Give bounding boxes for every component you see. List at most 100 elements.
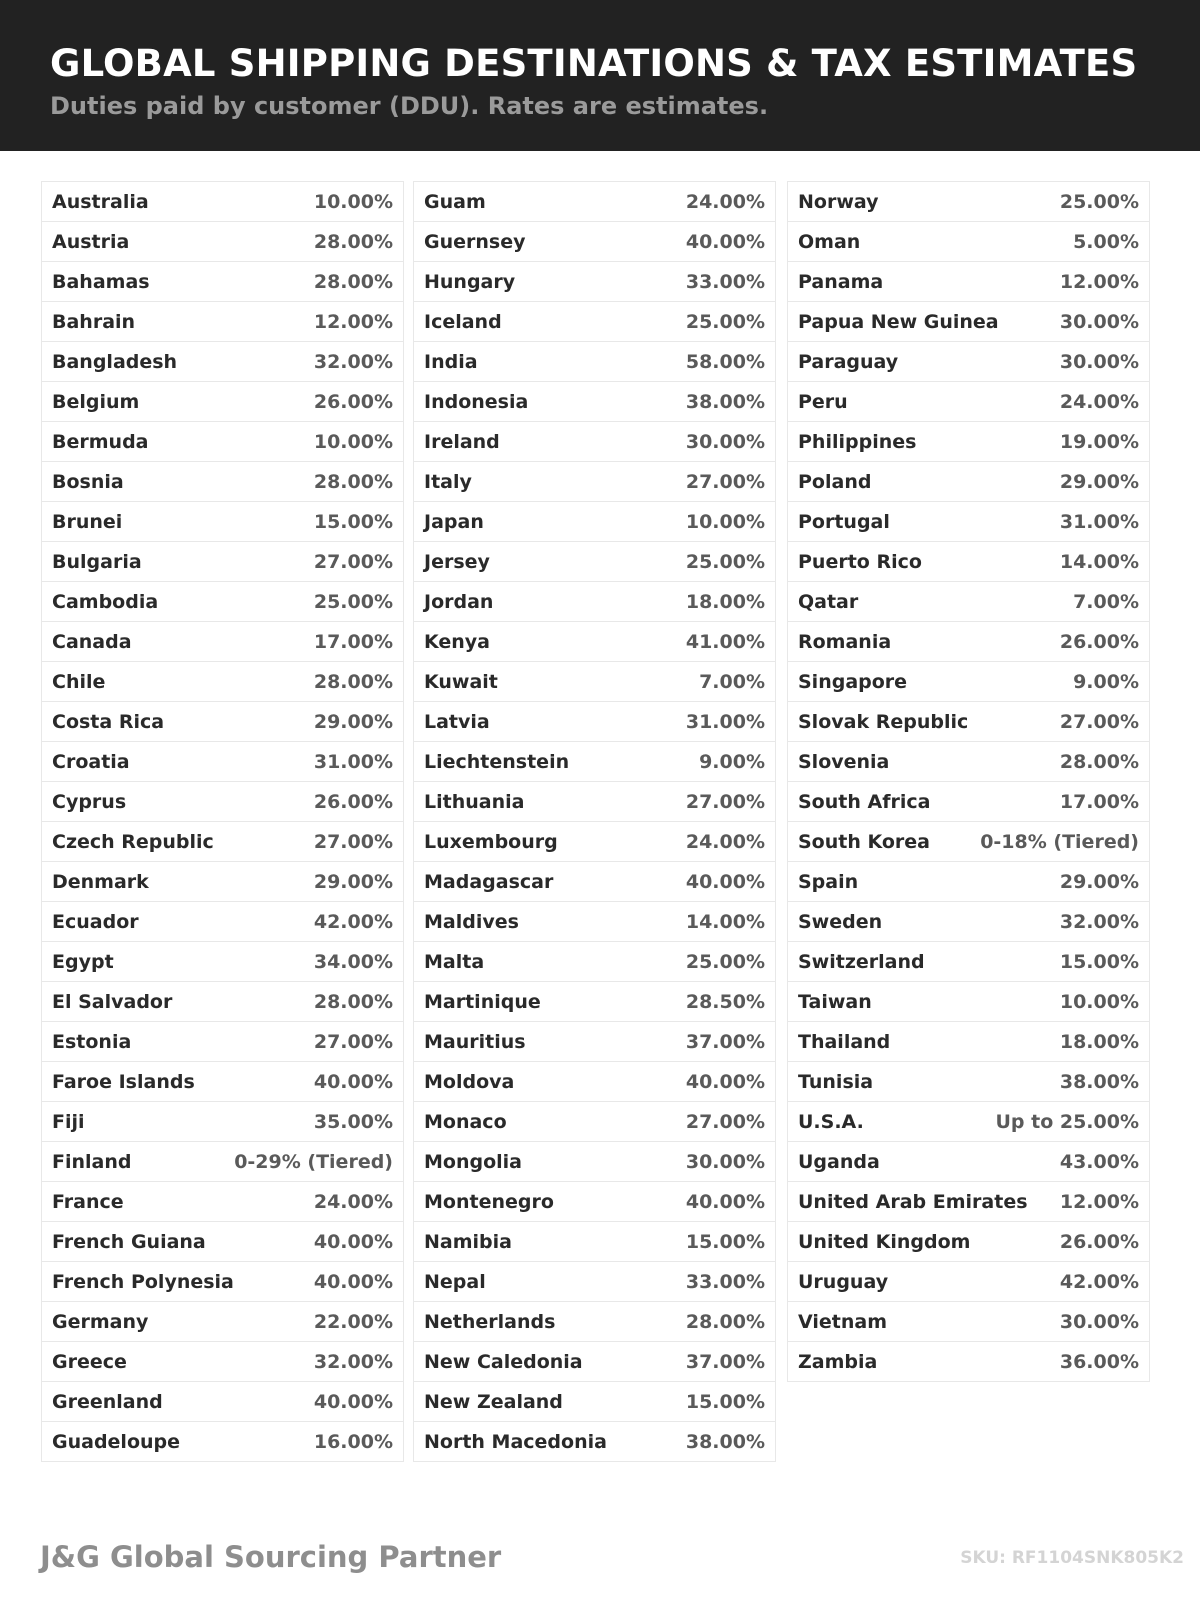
- rates-column-1: Australia 10.00% Austria 28.00% Bahamas 28.00…: [41, 181, 404, 1462]
- tax-rate: 24.00%: [685, 190, 765, 213]
- country-name: Thailand: [798, 1030, 891, 1053]
- country-name: Denmark: [52, 870, 149, 893]
- country-name: Philippines: [798, 430, 917, 453]
- table-row: Cambodia 25.00%: [42, 582, 403, 622]
- table-row: United Kingdom 26.00%: [788, 1222, 1149, 1262]
- tax-rate: 10.00%: [313, 190, 393, 213]
- table-row: Norway 25.00%: [788, 182, 1149, 222]
- country-name: Fiji: [52, 1110, 85, 1133]
- tax-rate: 24.00%: [313, 1190, 393, 1213]
- tax-rate: 27.00%: [313, 830, 393, 853]
- tax-rate: 30.00%: [685, 1150, 765, 1173]
- table-row: Mongolia 30.00%: [414, 1142, 775, 1182]
- table-row: Italy 27.00%: [414, 462, 775, 502]
- table-row: Oman 5.00%: [788, 222, 1149, 262]
- country-name: Sweden: [798, 910, 883, 933]
- tax-rate: 14.00%: [1059, 550, 1139, 573]
- tax-rate: 28.00%: [313, 990, 393, 1013]
- table-row: Qatar 7.00%: [788, 582, 1149, 622]
- country-name: United Arab Emirates: [798, 1190, 1028, 1213]
- country-name: Poland: [798, 470, 872, 493]
- table-row: Germany 22.00%: [42, 1302, 403, 1342]
- country-name: Vietnam: [798, 1310, 887, 1333]
- table-row: Paraguay 30.00%: [788, 342, 1149, 382]
- tax-rate: 24.00%: [685, 830, 765, 853]
- table-row: Poland 29.00%: [788, 462, 1149, 502]
- header-banner: GLOBAL SHIPPING DESTINATIONS & TAX ESTIM…: [0, 0, 1200, 151]
- table-row: U.S.A. Up to 25.00%: [788, 1102, 1149, 1142]
- table-row: Uruguay 42.00%: [788, 1262, 1149, 1302]
- table-row: India 58.00%: [414, 342, 775, 382]
- tax-rate: 40.00%: [313, 1270, 393, 1293]
- tax-rate: 25.00%: [685, 550, 765, 573]
- tax-rate: 17.00%: [1059, 790, 1139, 813]
- country-name: Finland: [52, 1150, 132, 1173]
- country-name: Qatar: [798, 590, 859, 613]
- table-row: Czech Republic 27.00%: [42, 822, 403, 862]
- country-name: Spain: [798, 870, 859, 893]
- country-name: Chile: [52, 670, 106, 693]
- country-name: French Guiana: [52, 1230, 206, 1253]
- tax-rate: 28.50%: [685, 990, 765, 1013]
- table-row: Thailand 18.00%: [788, 1022, 1149, 1062]
- table-row: Indonesia 38.00%: [414, 382, 775, 422]
- table-row: South Korea 0-18% (Tiered): [788, 822, 1149, 862]
- country-name: Bermuda: [52, 430, 149, 453]
- country-name: Portugal: [798, 510, 890, 533]
- country-name: United Kingdom: [798, 1230, 971, 1253]
- country-name: Kenya: [424, 630, 491, 653]
- tax-rate: 7.00%: [699, 670, 765, 693]
- country-name: Martinique: [424, 990, 541, 1013]
- country-name: Costa Rica: [52, 710, 165, 733]
- table-row: Peru 24.00%: [788, 382, 1149, 422]
- tax-rate: 40.00%: [685, 1190, 765, 1213]
- country-name: Guam: [424, 190, 486, 213]
- country-name: Lithuania: [424, 790, 525, 813]
- tax-rate: 9.00%: [1073, 670, 1139, 693]
- tax-rate: 7.00%: [1073, 590, 1139, 613]
- table-row: Nepal 33.00%: [414, 1262, 775, 1302]
- tax-rate: 41.00%: [685, 630, 765, 653]
- tax-rate: 9.00%: [699, 750, 765, 773]
- tax-rate: 26.00%: [1059, 630, 1139, 653]
- tax-rate: 40.00%: [313, 1390, 393, 1413]
- tax-rate: 26.00%: [1059, 1230, 1139, 1253]
- tax-rate: 26.00%: [313, 390, 393, 413]
- table-row: Tunisia 38.00%: [788, 1062, 1149, 1102]
- country-name: Netherlands: [424, 1310, 556, 1333]
- tax-rate: 22.00%: [313, 1310, 393, 1333]
- country-name: Kuwait: [424, 670, 498, 693]
- country-name: Oman: [798, 230, 861, 253]
- country-name: French Polynesia: [52, 1270, 234, 1293]
- tax-rate: 15.00%: [685, 1390, 765, 1413]
- table-row: Maldives 14.00%: [414, 902, 775, 942]
- table-row: Latvia 31.00%: [414, 702, 775, 742]
- country-name: Guernsey: [424, 230, 526, 253]
- tax-rate: 38.00%: [1059, 1070, 1139, 1093]
- tax-rate: 58.00%: [685, 350, 765, 373]
- country-name: New Zealand: [424, 1390, 563, 1413]
- country-name: Panama: [798, 270, 884, 293]
- country-name: Slovak Republic: [798, 710, 969, 733]
- tax-rate: 37.00%: [685, 1030, 765, 1053]
- tax-rate: 29.00%: [313, 870, 393, 893]
- table-row: Uganda 43.00%: [788, 1142, 1149, 1182]
- table-row: Bulgaria 27.00%: [42, 542, 403, 582]
- country-name: Latvia: [424, 710, 490, 733]
- tax-rate: 32.00%: [1059, 910, 1139, 933]
- tax-rate: 40.00%: [685, 230, 765, 253]
- country-name: India: [424, 350, 478, 373]
- country-name: Malta: [424, 950, 485, 973]
- table-row: Madagascar 40.00%: [414, 862, 775, 902]
- tax-rate: 25.00%: [685, 950, 765, 973]
- country-name: Egypt: [52, 950, 114, 973]
- table-row: Liechtenstein 9.00%: [414, 742, 775, 782]
- table-row: Mauritius 37.00%: [414, 1022, 775, 1062]
- country-name: Jordan: [424, 590, 494, 613]
- table-row: Ireland 30.00%: [414, 422, 775, 462]
- country-name: Greenland: [52, 1390, 163, 1413]
- tax-rate: 10.00%: [685, 510, 765, 533]
- country-name: Japan: [424, 510, 484, 533]
- tax-rate: 29.00%: [1059, 870, 1139, 893]
- table-row: United Arab Emirates 12.00%: [788, 1182, 1149, 1222]
